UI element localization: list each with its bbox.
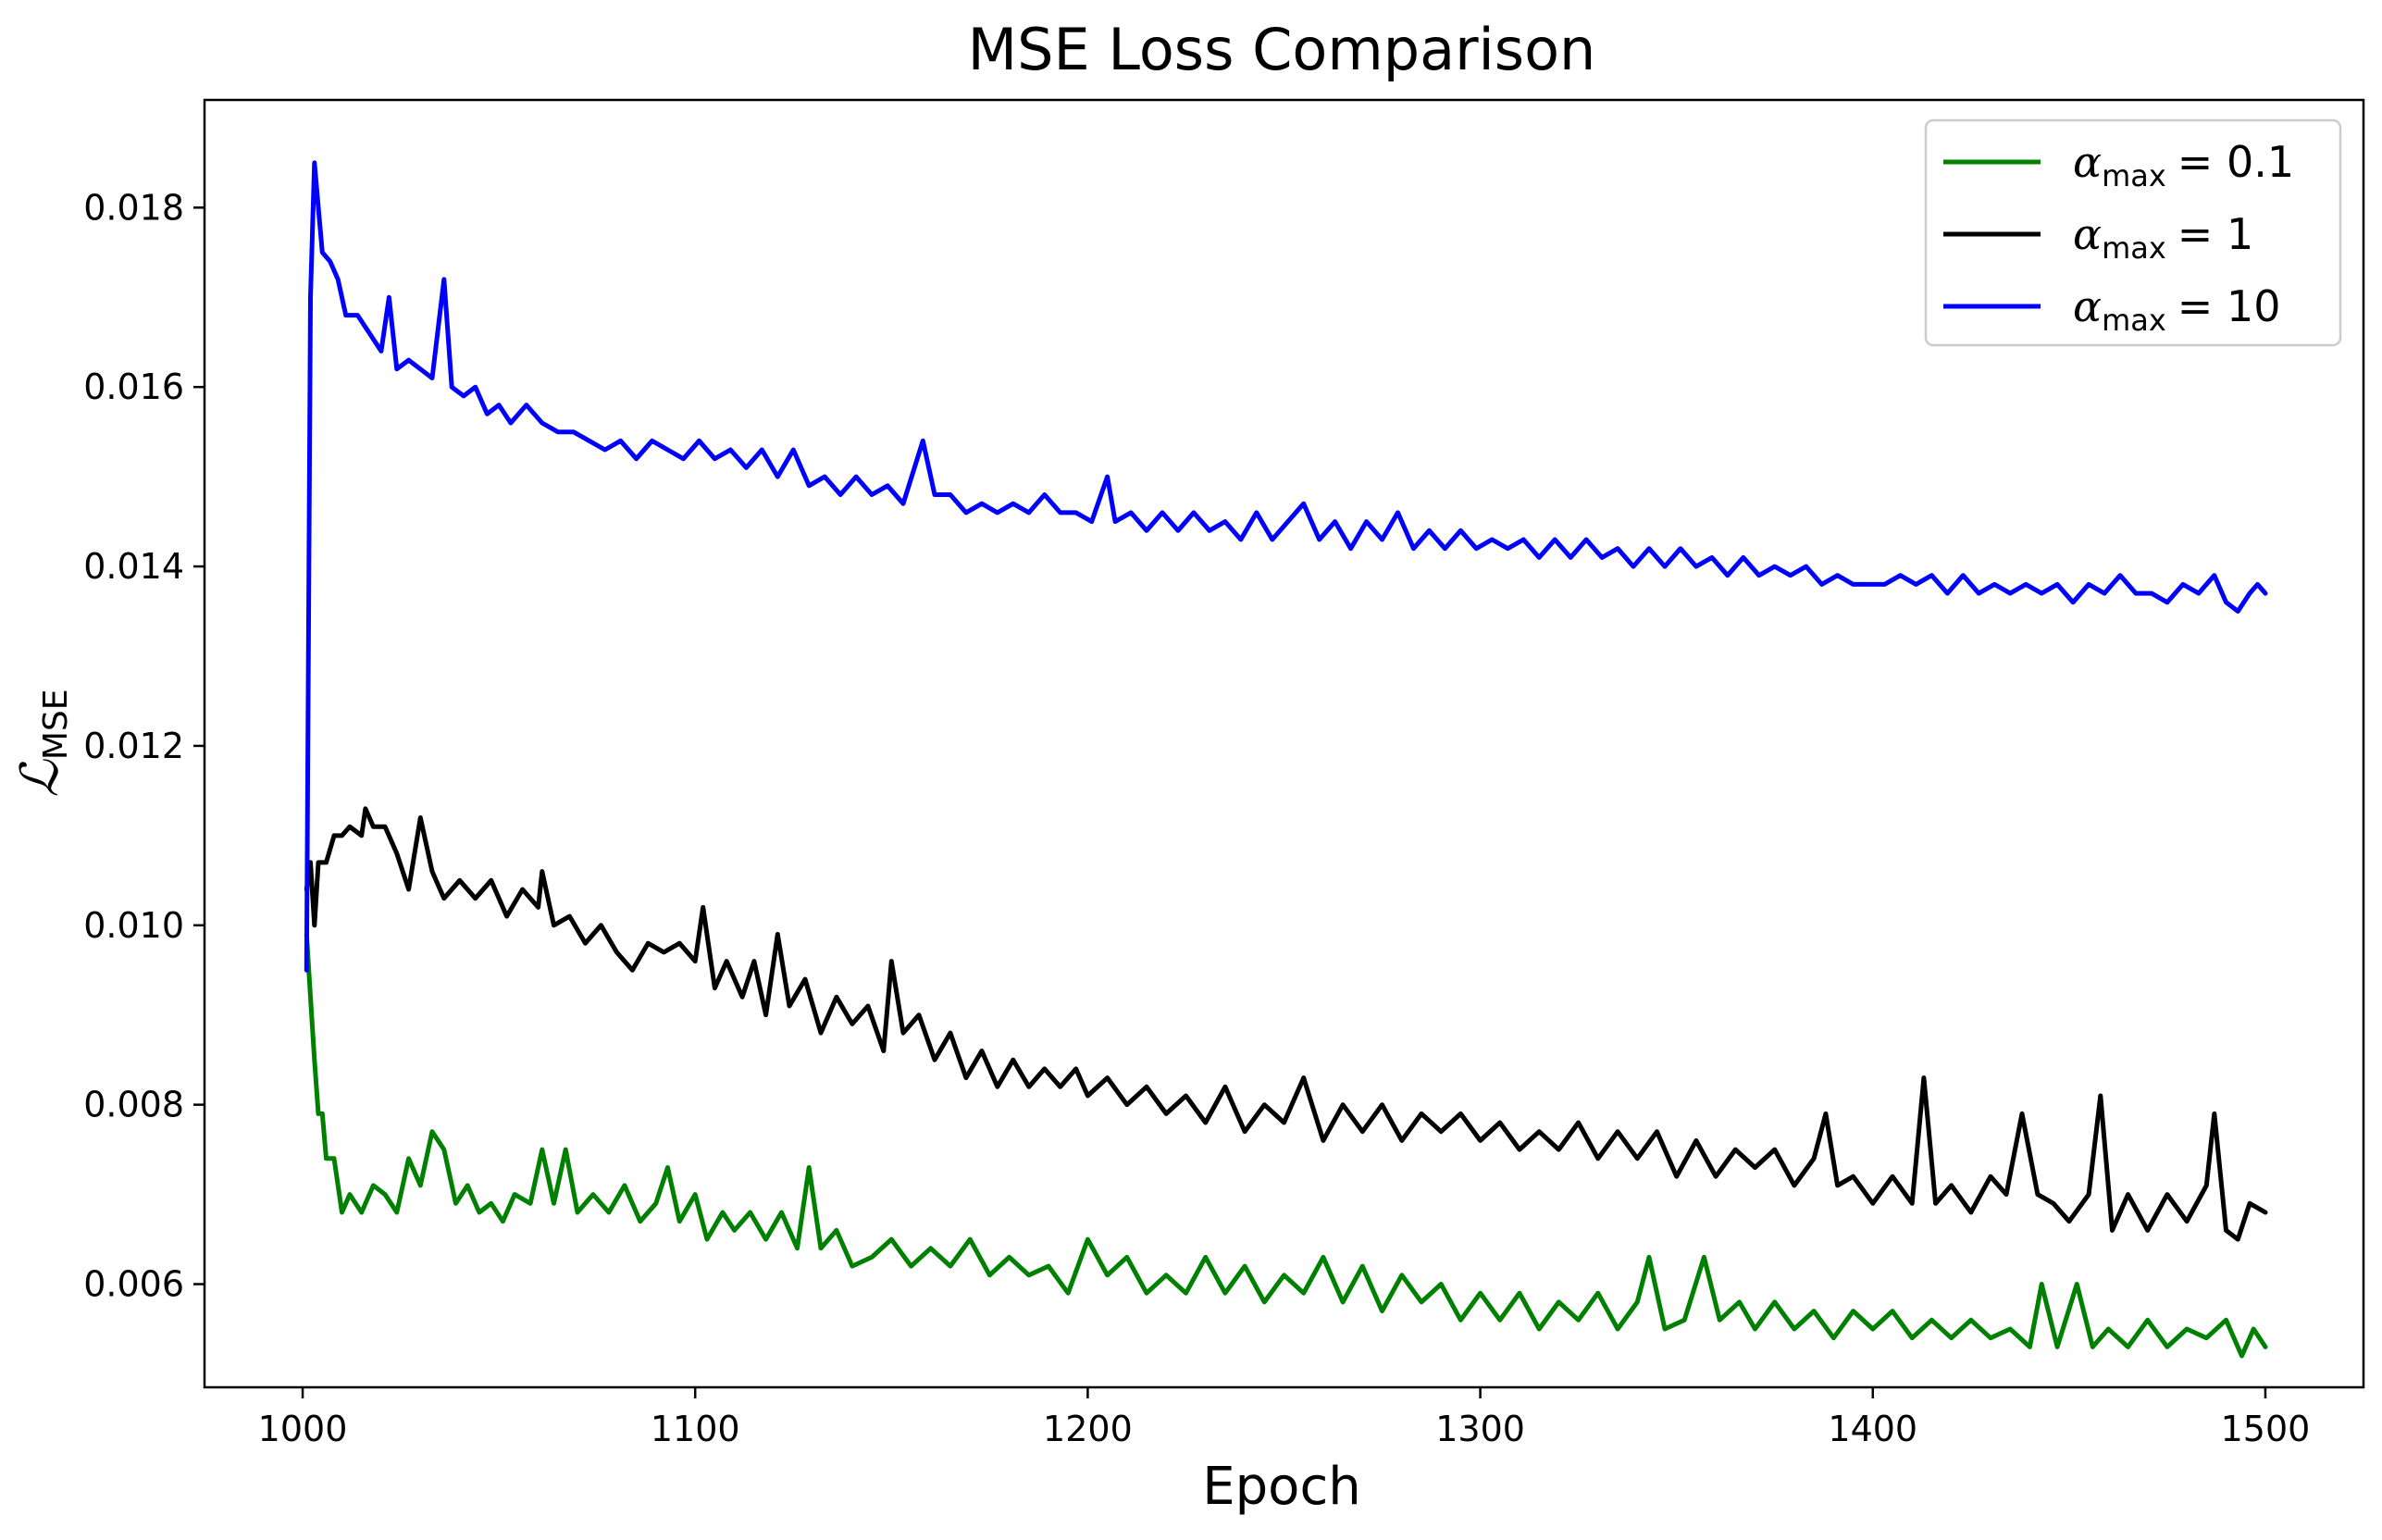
series-line-2 xyxy=(304,160,2268,973)
legend-label-symbol: α xyxy=(2073,281,2102,331)
y-axis-label: ℒMSE xyxy=(10,689,75,797)
legend-label-value: = 1 xyxy=(2177,209,2253,259)
legend-label-subscript: max xyxy=(2102,230,2166,266)
x-tick-label: 1100 xyxy=(651,1409,740,1449)
legend-label-value: = 10 xyxy=(2177,281,2281,331)
x-tick-label: 1500 xyxy=(2221,1409,2311,1449)
x-axis-label: Epoch xyxy=(1202,1457,1360,1517)
series-layer xyxy=(304,160,2268,1359)
x-tick-label: 1000 xyxy=(258,1409,348,1449)
legend-label-2: αmax = 10 xyxy=(2073,281,2281,338)
x-tick-label: 1400 xyxy=(1828,1409,1917,1449)
plot-area-frame xyxy=(203,98,2365,1389)
legend-label-subscript: max xyxy=(2102,303,2166,338)
legend-label-symbol: α xyxy=(2073,137,2102,187)
x-tick-label: 1200 xyxy=(1043,1409,1133,1449)
y-tick-label: 0.012 xyxy=(83,726,184,766)
y-axis-label-subscript: MSE xyxy=(37,689,75,760)
y-tick-label: 0.006 xyxy=(83,1264,184,1305)
svg-text:ℒMSE: ℒMSE xyxy=(10,689,75,797)
chart-title: MSE Loss Comparison xyxy=(968,16,1596,83)
axes-layer: 1000 1100 1200 1300 1400 1500 0.006 0.008 0.010 0… xyxy=(83,187,2310,1449)
y-tick-label: 0.016 xyxy=(83,366,184,407)
x-tick-label: 1300 xyxy=(1435,1409,1525,1449)
y-axis-label-symbol: ℒ xyxy=(10,759,70,798)
legend-label-1: αmax = 1 xyxy=(2073,209,2253,266)
series-line-1 xyxy=(304,806,2268,1242)
y-tick-label: 0.018 xyxy=(83,187,184,228)
legend-box xyxy=(1924,118,2342,347)
legend-label-value: = 0.1 xyxy=(2177,137,2294,187)
y-tick-label: 0.010 xyxy=(83,905,184,946)
y-tick-label: 0.008 xyxy=(83,1085,184,1125)
legend-label-subscript: max xyxy=(2102,158,2166,193)
legend-label-0: αmax = 0.1 xyxy=(2073,137,2294,193)
legend-label-symbol: α xyxy=(2073,209,2102,259)
series-line-0 xyxy=(304,932,2268,1359)
y-tick-label: 0.014 xyxy=(83,546,184,587)
